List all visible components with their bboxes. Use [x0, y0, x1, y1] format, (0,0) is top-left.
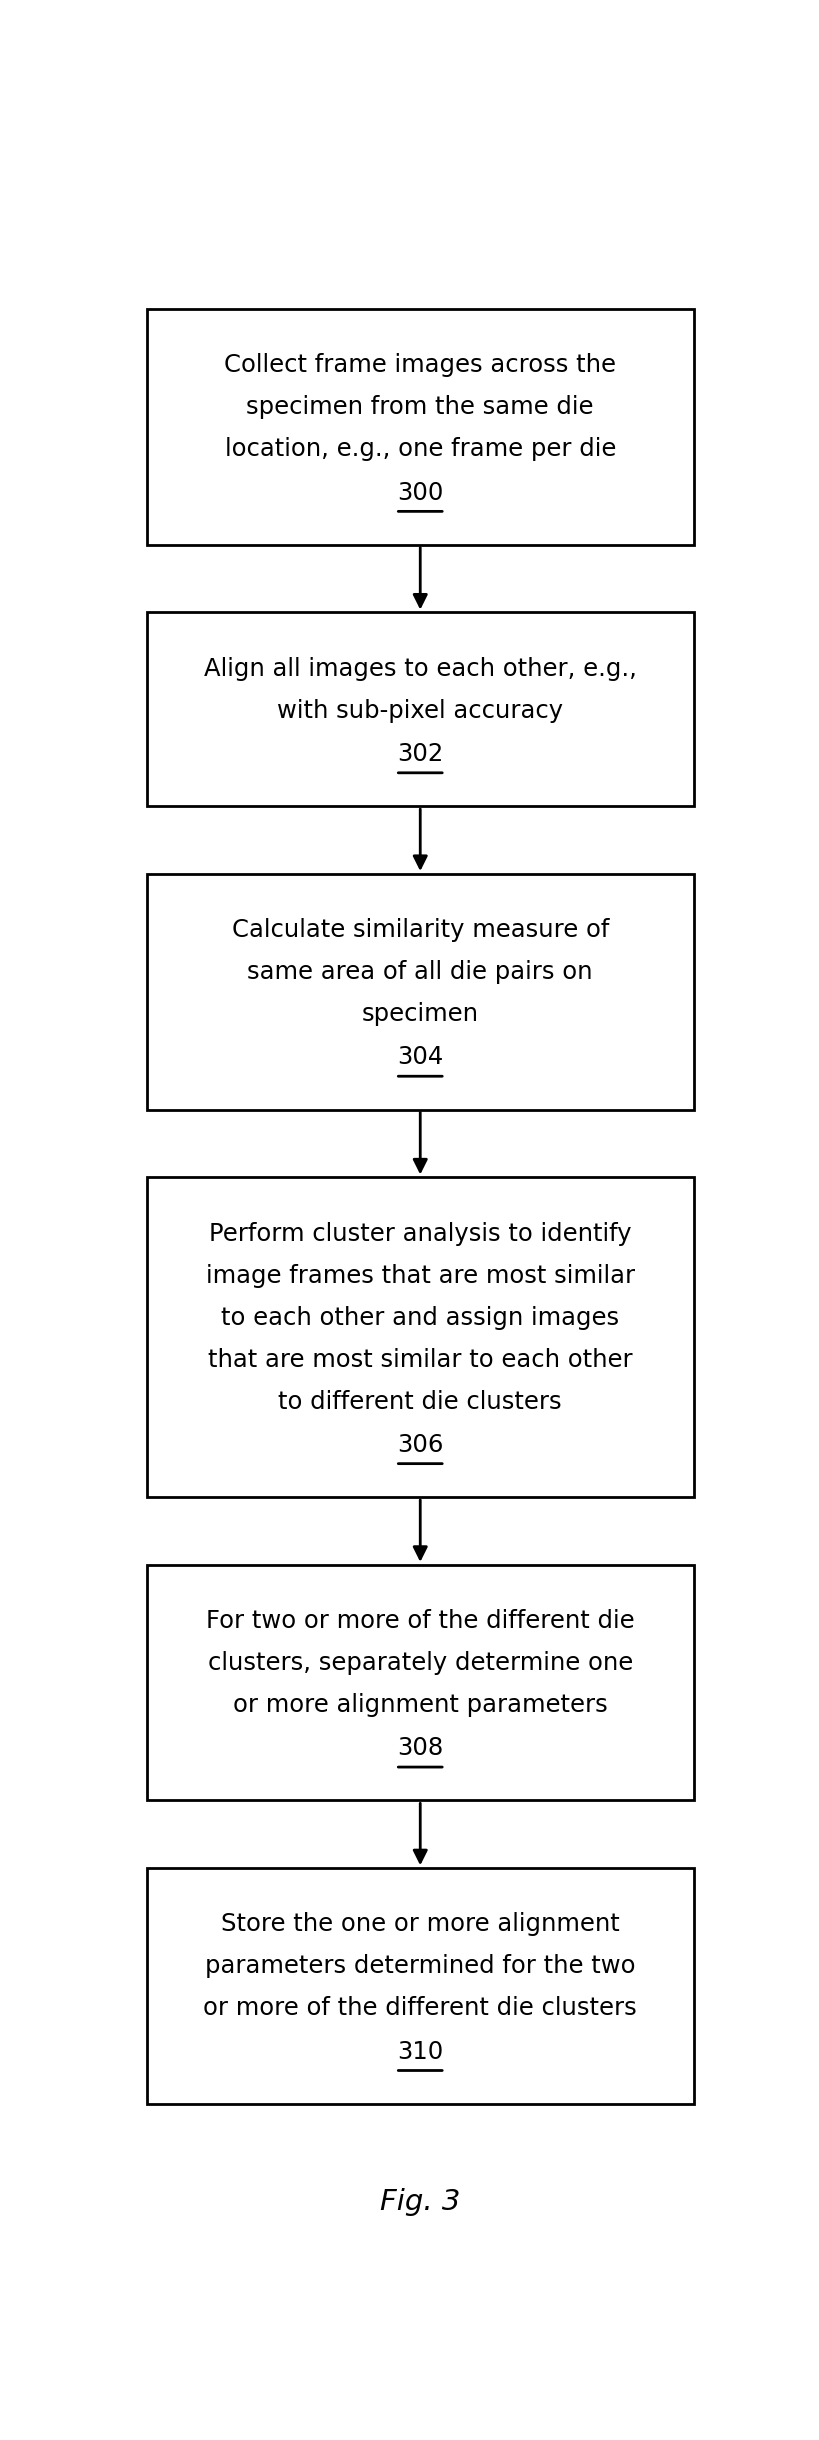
Text: location, e.g., one frame per die: location, e.g., one frame per die: [224, 437, 615, 461]
Text: with sub-pixel accuracy: with sub-pixel accuracy: [277, 698, 563, 722]
Text: Store the one or more alignment: Store the one or more alignment: [220, 1913, 619, 1937]
Text: or more alignment parameters: or more alignment parameters: [233, 1693, 607, 1718]
Text: parameters determined for the two: parameters determined for the two: [205, 1954, 635, 1979]
Text: same area of all die pairs on: same area of all die pairs on: [247, 959, 592, 983]
Text: image frames that are most similar: image frames that are most similar: [206, 1264, 634, 1288]
Text: Perform cluster analysis to identify: Perform cluster analysis to identify: [209, 1222, 631, 1244]
Text: 302: 302: [396, 742, 443, 766]
Text: 310: 310: [396, 2040, 443, 2064]
Bar: [147, 1564, 693, 1801]
Bar: [147, 612, 693, 805]
Bar: [147, 310, 693, 544]
Text: to different die clusters: to different die clusters: [278, 1388, 561, 1413]
Text: Fig. 3: Fig. 3: [379, 2189, 460, 2216]
Text: 308: 308: [396, 1737, 443, 1759]
Text: 306: 306: [396, 1432, 443, 1457]
Text: or more of the different die clusters: or more of the different die clusters: [203, 1996, 636, 2020]
Text: Collect frame images across the: Collect frame images across the: [224, 354, 616, 378]
Bar: [147, 1869, 693, 2103]
Text: For two or more of the different die: For two or more of the different die: [206, 1608, 634, 1632]
Text: specimen: specimen: [361, 1003, 478, 1027]
Text: that are most similar to each other: that are most similar to each other: [208, 1347, 631, 1371]
Text: clusters, separately determine one: clusters, separately determine one: [207, 1652, 632, 1674]
Bar: [147, 874, 693, 1110]
Text: Align all images to each other, e.g.,: Align all images to each other, e.g.,: [204, 656, 636, 681]
Text: 300: 300: [396, 481, 443, 505]
Text: specimen from the same die: specimen from the same die: [247, 395, 593, 420]
Text: to each other and assign images: to each other and assign images: [221, 1305, 618, 1330]
Bar: [147, 1179, 693, 1498]
Text: 304: 304: [396, 1044, 443, 1069]
Text: Calculate similarity measure of: Calculate similarity measure of: [231, 917, 609, 942]
